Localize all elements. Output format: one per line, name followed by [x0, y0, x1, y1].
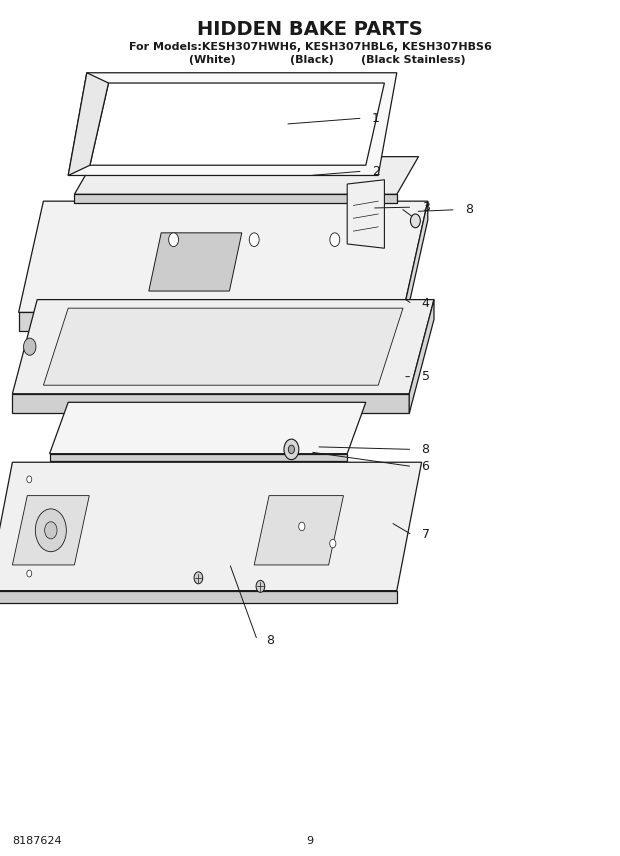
Circle shape	[410, 214, 420, 228]
Polygon shape	[74, 157, 418, 194]
Text: 3: 3	[422, 200, 430, 214]
Text: 6: 6	[422, 460, 430, 473]
Circle shape	[194, 572, 203, 584]
Text: 8: 8	[465, 203, 473, 217]
Polygon shape	[43, 308, 403, 385]
Polygon shape	[409, 300, 434, 413]
Polygon shape	[403, 201, 428, 331]
Circle shape	[330, 233, 340, 247]
Polygon shape	[149, 233, 242, 291]
Circle shape	[27, 476, 32, 483]
Text: eReplacementParts.com: eReplacementParts.com	[201, 440, 320, 450]
Text: 2: 2	[372, 164, 380, 178]
Text: 8187624: 8187624	[12, 835, 62, 846]
Circle shape	[24, 338, 36, 355]
Text: (White)              (Black)       (Black Stainless): (White) (Black) (Black Stainless)	[154, 55, 466, 65]
Circle shape	[288, 445, 294, 454]
Polygon shape	[19, 201, 428, 312]
Circle shape	[249, 233, 259, 247]
Circle shape	[256, 580, 265, 592]
Circle shape	[284, 439, 299, 460]
Polygon shape	[50, 454, 347, 461]
Polygon shape	[19, 312, 403, 331]
Text: 8: 8	[267, 633, 275, 647]
Polygon shape	[0, 462, 422, 591]
Polygon shape	[254, 496, 343, 565]
Circle shape	[299, 522, 305, 531]
Polygon shape	[50, 402, 366, 454]
Polygon shape	[68, 73, 397, 175]
Polygon shape	[12, 496, 89, 565]
Text: For Models:KESH307HWH6, KESH307HBL6, KESH307HBS6: For Models:KESH307HWH6, KESH307HBL6, KES…	[128, 42, 492, 52]
Circle shape	[35, 508, 66, 552]
Polygon shape	[0, 591, 397, 603]
Text: 4: 4	[422, 297, 430, 311]
Circle shape	[45, 521, 57, 539]
Text: HIDDEN BAKE PARTS: HIDDEN BAKE PARTS	[197, 21, 423, 39]
Text: 8: 8	[422, 443, 430, 456]
Polygon shape	[90, 83, 384, 165]
Text: 7: 7	[422, 528, 430, 542]
Polygon shape	[347, 180, 384, 248]
Text: 9: 9	[306, 835, 314, 846]
Polygon shape	[12, 300, 434, 394]
Polygon shape	[68, 73, 108, 175]
Circle shape	[27, 570, 32, 577]
Polygon shape	[74, 194, 397, 203]
Circle shape	[169, 233, 179, 247]
Polygon shape	[12, 394, 409, 413]
Circle shape	[330, 539, 336, 548]
Text: 5: 5	[422, 370, 430, 383]
Text: 1: 1	[372, 111, 380, 125]
